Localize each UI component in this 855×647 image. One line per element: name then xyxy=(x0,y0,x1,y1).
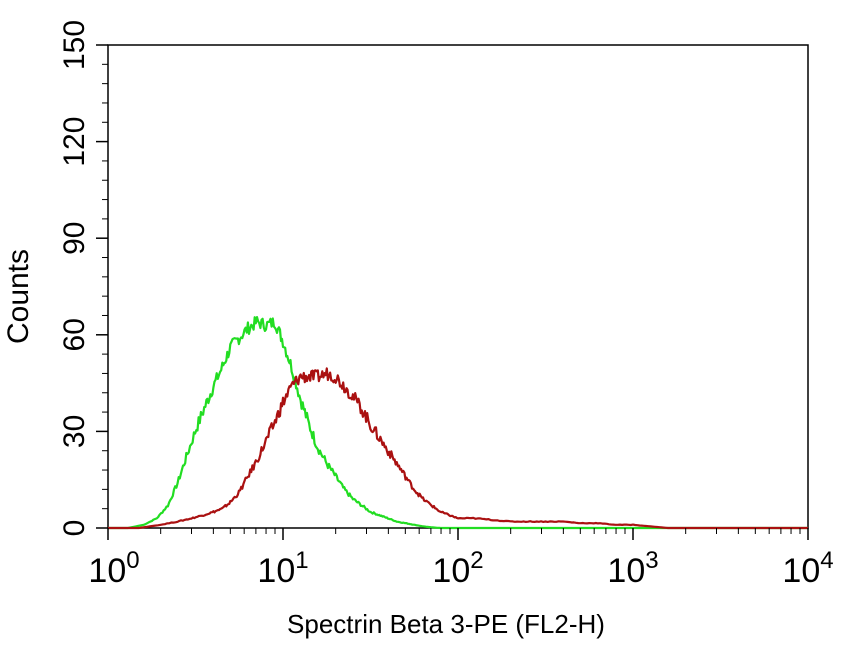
x-tick-label: 103 xyxy=(607,547,658,590)
x-axis-label: Spectrin Beta 3-PE (FL2-H) xyxy=(287,609,605,639)
series-line-2 xyxy=(108,367,808,530)
plot-frame xyxy=(107,44,809,529)
y-axis-ticks: 0 30 60 90 120 150 xyxy=(58,20,108,536)
y-tick-label: 150 xyxy=(58,20,91,70)
series-line-1 xyxy=(108,316,808,530)
y-tick-label: 60 xyxy=(58,318,91,351)
y-axis-label: Counts xyxy=(2,249,35,344)
x-tick-label: 102 xyxy=(432,547,483,590)
series-layer xyxy=(108,316,808,530)
x-tick-label: 100 xyxy=(88,547,139,590)
y-tick-label: 90 xyxy=(58,222,91,255)
x-axis-ticks: 100 101 102 103 104 xyxy=(88,528,834,590)
x-tick-label: 101 xyxy=(257,547,308,590)
y-tick-label: 120 xyxy=(58,117,91,167)
x-tick-label: 104 xyxy=(782,547,833,590)
y-tick-label: 30 xyxy=(58,415,91,448)
y-tick-label: 0 xyxy=(58,520,91,537)
